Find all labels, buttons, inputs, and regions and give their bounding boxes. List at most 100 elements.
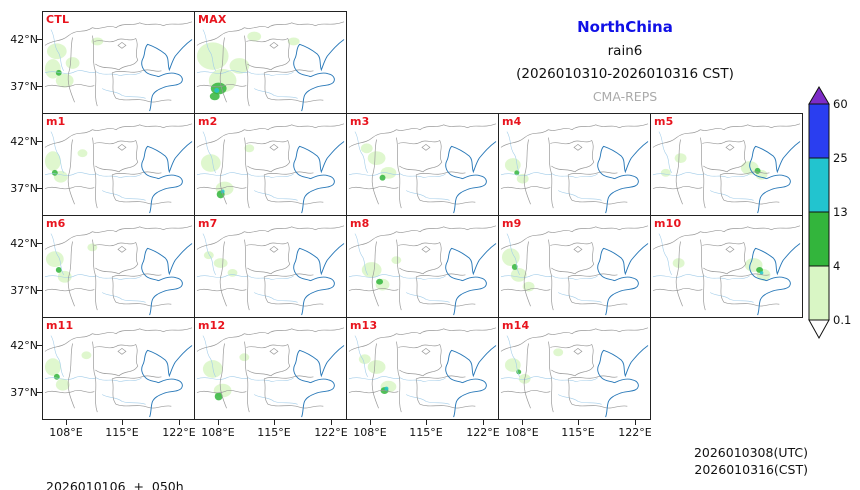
colorbar-seg-25-60 bbox=[808, 103, 830, 159]
y-tick-label: 42°N bbox=[10, 33, 38, 46]
rain-patch bbox=[200, 154, 221, 172]
x-tick-label: 122°E bbox=[314, 426, 348, 439]
rain-patch bbox=[44, 59, 61, 79]
x-tick-label: 115°E bbox=[105, 426, 139, 439]
rain-patch bbox=[358, 354, 371, 365]
y-tick-label: 37°N bbox=[10, 80, 38, 93]
member-label: m6 bbox=[46, 217, 66, 230]
rain-patch bbox=[55, 378, 70, 391]
valid-time-utc: 2026010308(UTC) bbox=[693, 445, 808, 460]
colorbar-seg-13-25 bbox=[808, 157, 830, 213]
rain-shading bbox=[361, 256, 402, 291]
title-block: NorthChina rain6 (2026010310-2026010316 … bbox=[425, 18, 825, 104]
axis-tick bbox=[331, 420, 332, 425]
y-tick-label: 37°N bbox=[10, 284, 38, 297]
rain-patch bbox=[45, 251, 64, 267]
axis-tick bbox=[483, 420, 484, 425]
colorbar: 60 25 13 4 0.1 bbox=[808, 86, 851, 340]
rain-patch bbox=[213, 258, 228, 268]
panel-map bbox=[196, 327, 345, 418]
rain-patch bbox=[367, 360, 386, 374]
axis-tick bbox=[122, 420, 123, 425]
rain-patch bbox=[55, 69, 62, 76]
member-label: m8 bbox=[350, 217, 370, 230]
axis-tick bbox=[426, 420, 427, 425]
rain-patch bbox=[674, 153, 687, 164]
x-tick-label: 122°E bbox=[466, 426, 500, 439]
rain-patch bbox=[384, 386, 389, 391]
rain-patch bbox=[77, 149, 88, 158]
basemap bbox=[652, 225, 801, 316]
rain-patch bbox=[522, 281, 535, 292]
y-tick-label: 37°N bbox=[10, 182, 38, 195]
rain-shading bbox=[504, 158, 529, 184]
x-tick-label: 122°E bbox=[618, 426, 652, 439]
x-tick-label: 115°E bbox=[561, 426, 595, 439]
panel-m12: m12 bbox=[194, 317, 347, 420]
rain-patch bbox=[46, 43, 67, 60]
rain-patch bbox=[91, 37, 104, 46]
rain-patch bbox=[55, 73, 74, 88]
panel-map bbox=[348, 225, 497, 316]
panel-map bbox=[348, 327, 497, 418]
x-tick-label: 108°E bbox=[49, 426, 83, 439]
basemap bbox=[500, 123, 649, 214]
panel-m13: m13 bbox=[346, 317, 499, 420]
rain-patch bbox=[239, 353, 250, 362]
panel-map bbox=[652, 123, 801, 214]
basemap bbox=[652, 123, 801, 214]
member-label: m11 bbox=[46, 319, 74, 332]
rain-shading bbox=[660, 153, 768, 180]
rain-patch bbox=[65, 57, 80, 69]
axis-tick bbox=[37, 243, 42, 244]
colorbar-tick-label: 0.1 bbox=[833, 313, 851, 327]
rain-patch bbox=[214, 87, 220, 93]
rain-shading bbox=[200, 144, 255, 199]
axis-tick bbox=[37, 290, 42, 291]
x-tick-label: 108°E bbox=[201, 426, 235, 439]
basemap bbox=[348, 123, 497, 214]
panel-m10: m10 bbox=[650, 215, 803, 318]
panel-map bbox=[500, 123, 649, 214]
colorbar-seg-4-13 bbox=[808, 211, 830, 267]
member-label: m5 bbox=[654, 115, 674, 128]
basemap bbox=[44, 225, 193, 316]
colorbar-seg-01-4 bbox=[808, 265, 830, 321]
panel-map bbox=[500, 327, 649, 418]
rain-patch bbox=[55, 266, 62, 273]
panel-m14: m14 bbox=[498, 317, 651, 420]
y-tick-label: 42°N bbox=[10, 135, 38, 148]
variable-title: rain6 bbox=[607, 43, 643, 59]
valid-period: (2026010310-2026010316 CST) bbox=[516, 66, 734, 82]
panel-m7: m7 bbox=[194, 215, 347, 318]
rain-patch bbox=[759, 271, 764, 275]
footer-valid-times: 2026010308(UTC) 2026010316(CST) bbox=[694, 444, 808, 478]
rain-patch bbox=[516, 173, 529, 184]
panel-m6: m6 bbox=[42, 215, 195, 318]
rain-patch bbox=[367, 151, 386, 165]
rain-patch bbox=[51, 169, 58, 176]
rain-patch bbox=[360, 143, 373, 154]
panel-map bbox=[44, 327, 193, 418]
rain-patch bbox=[53, 373, 60, 380]
rain-shading bbox=[360, 143, 397, 181]
rain-patch bbox=[210, 82, 227, 95]
axis-tick bbox=[274, 420, 275, 425]
rain-shading bbox=[358, 354, 397, 394]
x-tick-label: 115°E bbox=[409, 426, 443, 439]
y-tick-label: 42°N bbox=[10, 237, 38, 250]
member-label: m1 bbox=[46, 115, 66, 128]
axis-tick bbox=[37, 188, 42, 189]
member-label: m4 bbox=[502, 115, 522, 128]
x-tick-label: 108°E bbox=[505, 426, 539, 439]
axis-tick bbox=[37, 392, 42, 393]
axis-tick bbox=[179, 420, 180, 425]
colorbar-arrow-bottom bbox=[808, 319, 830, 340]
rain-patch bbox=[754, 167, 761, 174]
valid-time-cst: 2026010316(CST) bbox=[694, 462, 808, 477]
member-label: m7 bbox=[198, 217, 218, 230]
panel-m11: m11 bbox=[42, 317, 195, 420]
x-tick-label: 108°E bbox=[353, 426, 387, 439]
colorbar-tick-label: 25 bbox=[833, 151, 848, 165]
axis-tick bbox=[37, 86, 42, 87]
